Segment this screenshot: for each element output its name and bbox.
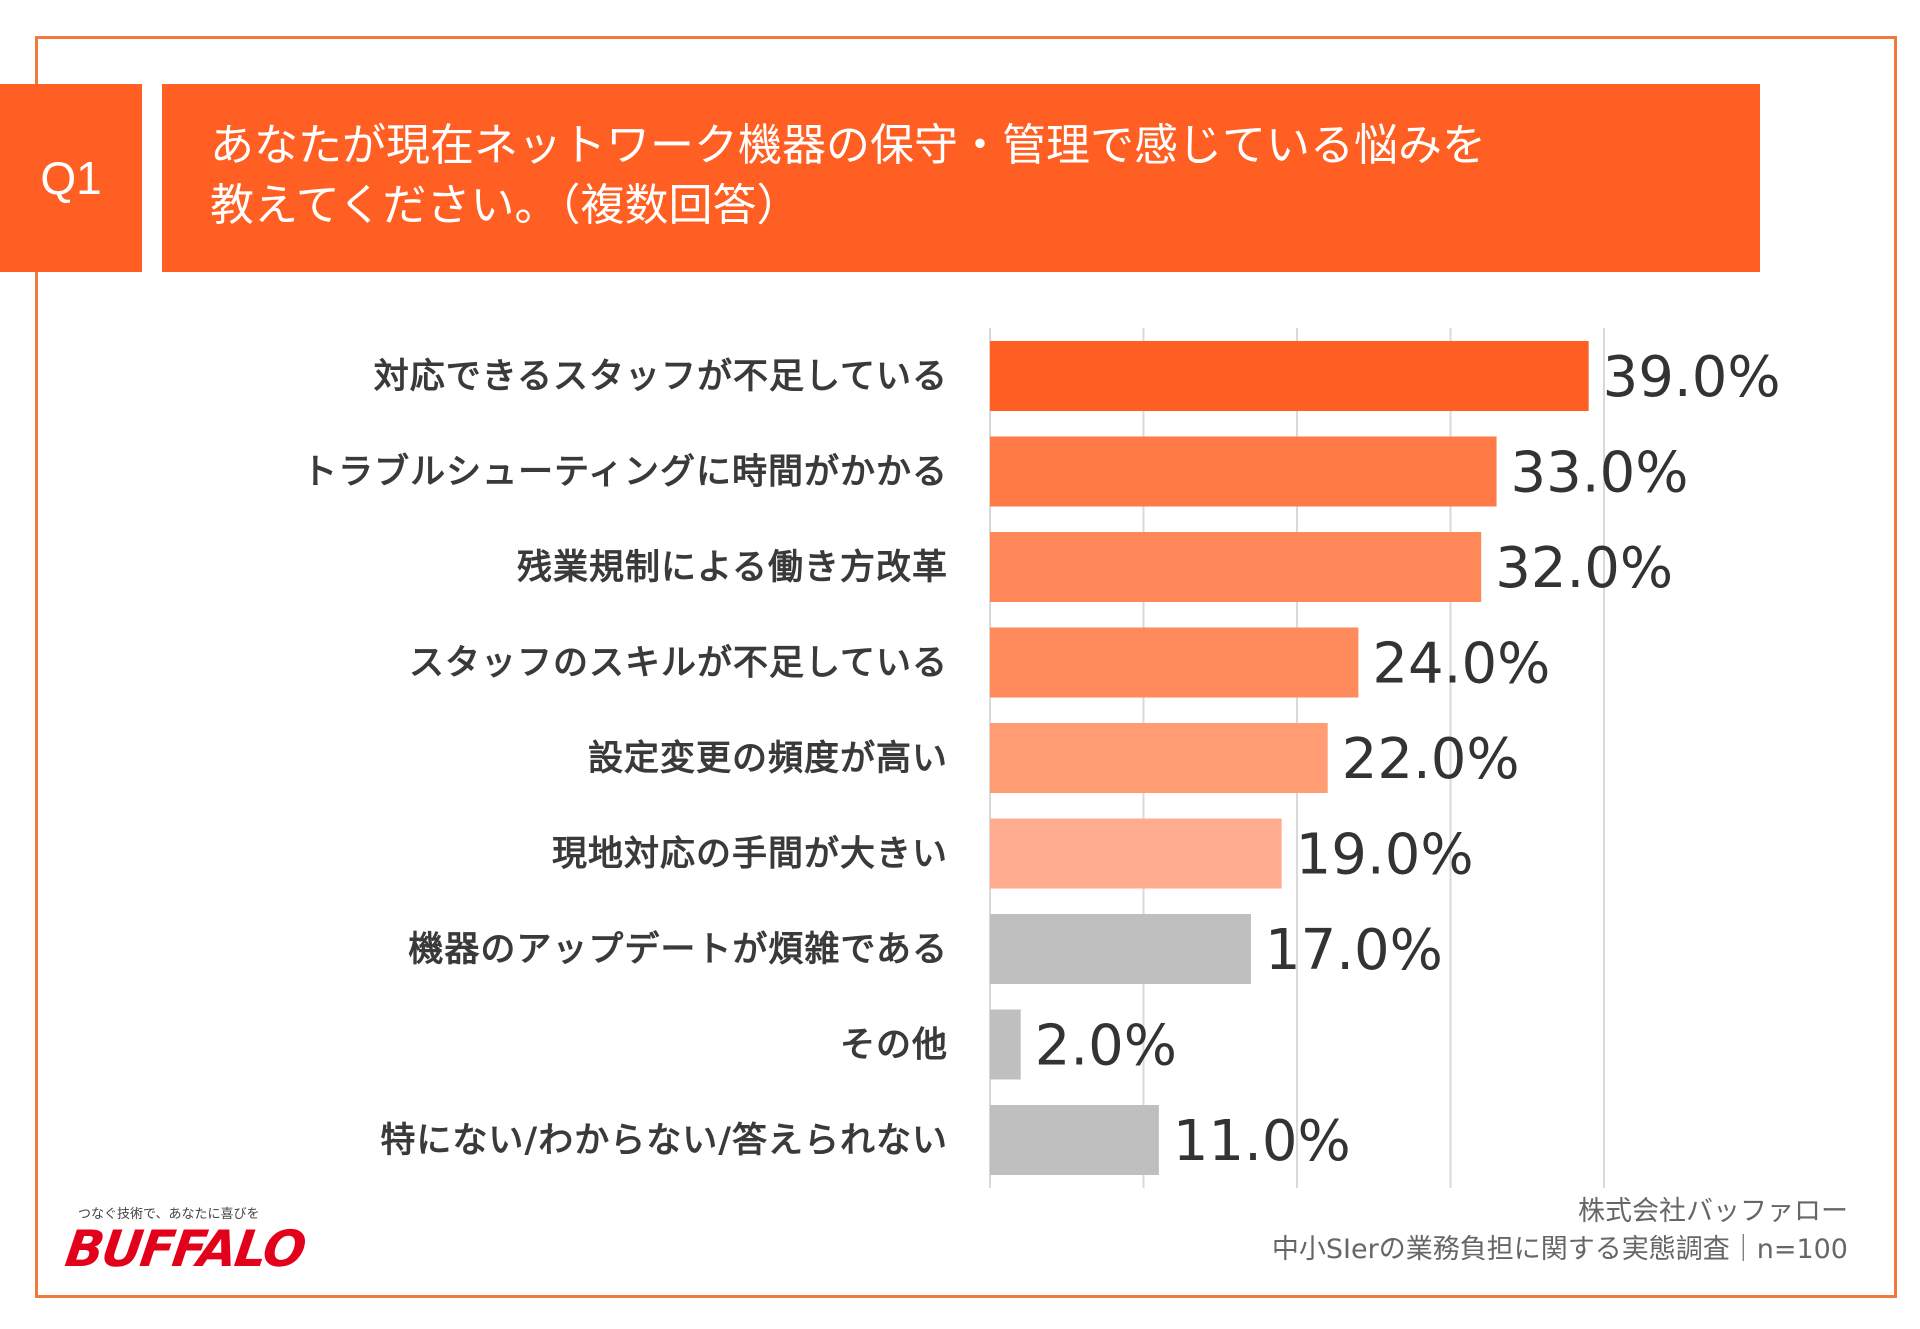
value-label-5: 22.0%: [1342, 727, 1520, 792]
value-label-9: 11.0%: [1173, 1109, 1351, 1174]
bar-2: [990, 436, 1497, 507]
buffalo-logo: BUFFALO: [61, 1220, 308, 1278]
brand-tagline: つなぐ技術で、あなたに喜びを: [78, 1207, 260, 1222]
category-label-8: その他: [840, 1026, 948, 1066]
value-label-3: 32.0%: [1495, 536, 1673, 601]
question-line-2: 教えてください。（複数回答）: [210, 180, 801, 231]
source-note: 株式会社バッファロー 中小SIerの業務負担に関する実態調査｜n=100: [1272, 1193, 1848, 1269]
bar-5: [990, 723, 1328, 793]
category-label-9: 特にない/わからない/答えられない: [380, 1121, 948, 1161]
value-label-6: 19.0%: [1296, 823, 1474, 888]
value-label-4: 24.0%: [1372, 632, 1550, 697]
value-label-2: 33.0%: [1511, 441, 1689, 506]
category-label-7: 機器のアップデートが煩雑である: [408, 929, 948, 970]
value-label-1: 39.0%: [1603, 345, 1781, 410]
category-label-5: 設定変更の頻度が高い: [588, 738, 948, 779]
question-banner: あなたが現在ネットワーク機器の保守・管理で感じている悩みを 教えてください。（複…: [162, 84, 1760, 272]
category-label-3: 残業規制による働き方改革: [517, 548, 948, 588]
bar-6: [990, 818, 1282, 889]
category-label-1: 対応できるスタッフが不足している: [374, 357, 948, 397]
source-company: 株式会社バッファロー: [1578, 1196, 1848, 1227]
question-number-badge: Q1: [0, 84, 142, 272]
category-label-2: トラブルシューティングに時間がかかる: [302, 452, 948, 493]
value-label-7: 17.0%: [1265, 918, 1443, 983]
chart-frame: [35, 36, 1897, 1298]
source-survey: 中小SIerの業務負担に関する実態調査｜n=100: [1271, 1234, 1848, 1265]
question-line-1: あなたが現在ネットワーク機器の保守・管理で感じている悩みを: [210, 120, 1486, 171]
bar-1: [990, 341, 1589, 411]
value-label-8: 2.0%: [1035, 1014, 1177, 1079]
category-label-4: スタッフのスキルが不足している: [409, 644, 948, 684]
bar-8: [990, 1009, 1021, 1080]
bar-3: [990, 532, 1482, 602]
bar-4: [990, 627, 1359, 698]
bar-9: [990, 1105, 1159, 1175]
category-label-6: 現地対応の手間が大きい: [552, 835, 948, 875]
bar-7: [990, 914, 1251, 984]
